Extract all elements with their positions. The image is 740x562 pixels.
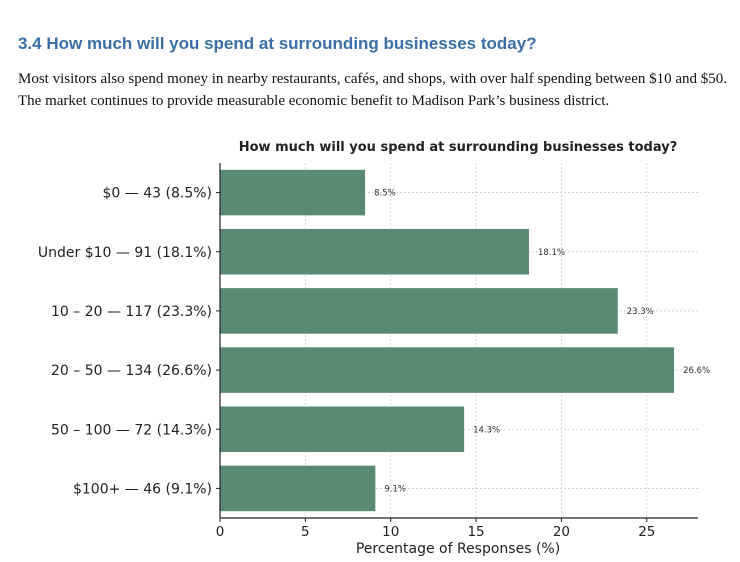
value-label-4: 14.3% [473, 425, 500, 435]
x-tick-label-3: 15 [467, 524, 484, 540]
grid-lines [220, 163, 698, 518]
bar-2 [220, 288, 618, 334]
bar-3 [220, 347, 675, 393]
x-tick-label-0: 0 [216, 524, 225, 540]
axes: $0 — 43 (8.5%) Under $10 — 91 (18.1%) 10 –… [38, 163, 698, 540]
category-label-2: 10 – 20 — 117 (23.3%) [51, 304, 212, 320]
category-label-3: 20 – 50 — 134 (26.6%) [51, 363, 212, 379]
section-paragraph: Most visitors also spend money in nearby… [18, 71, 728, 109]
value-label-3: 26.6% [683, 366, 710, 376]
x-axis-label: Percentage of Responses (%) [356, 541, 560, 557]
x-tick-label-2: 10 [382, 524, 399, 540]
value-label-5: 9.1% [384, 484, 406, 494]
category-label-5: $100+ — 46 (9.1%) [73, 481, 212, 497]
category-label-0: $0 — 43 (8.5%) [103, 186, 212, 202]
value-label-0: 8.5% [374, 189, 396, 199]
chart-title: How much will you spend at surrounding b… [239, 140, 678, 155]
x-tick-label-5: 25 [638, 524, 655, 540]
value-label-1: 18.1% [538, 248, 565, 258]
bars: 8.5% 18.1% 23.3% 26.6% 14.3% 9.1% [220, 169, 710, 512]
category-label-4: 50 – 100 — 72 (14.3%) [51, 422, 212, 438]
bar-4 [220, 406, 465, 453]
category-label-1: Under $10 — 91 (18.1%) [38, 245, 212, 261]
bar-5 [220, 465, 376, 512]
x-tick-label-4: 20 [553, 524, 570, 540]
section-heading: 3.4 How much will you spend at surroundi… [18, 34, 537, 53]
x-tick-label-1: 5 [301, 524, 310, 540]
value-label-2: 23.3% [627, 307, 654, 317]
bar-1 [220, 228, 529, 275]
bar-0 [220, 169, 366, 216]
